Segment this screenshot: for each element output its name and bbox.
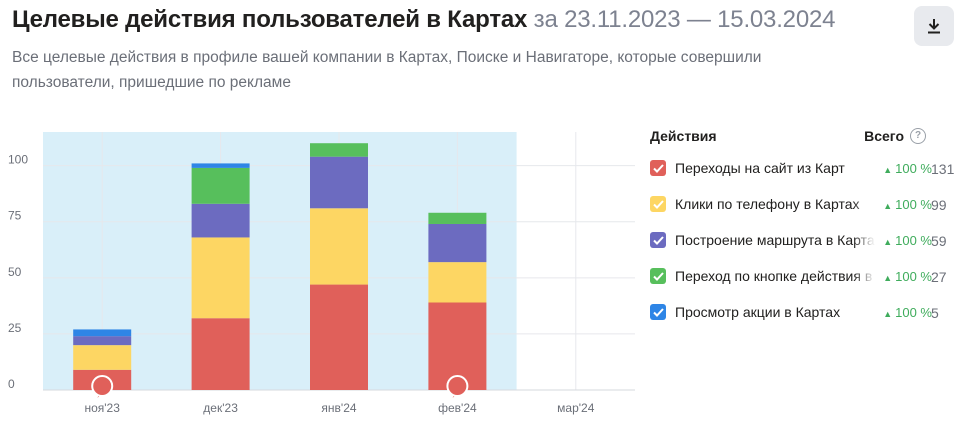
checkbox-checked-icon[interactable] [650, 232, 666, 248]
legend-item[interactable]: Построение маршрута в Картах ▲ 100 % 59 [650, 221, 960, 257]
legend-header: Действия Всего ? [650, 125, 960, 149]
legend-item-label: Построение маршрута в Картах [675, 232, 875, 248]
legend-item-label: Переходы на сайт из Карт [675, 160, 875, 176]
checkbox-checked-icon[interactable] [650, 268, 666, 284]
y-tick-label: 100 [8, 153, 28, 167]
checkbox-checked-icon[interactable] [650, 160, 666, 176]
legend-item-total: 99 [931, 197, 947, 213]
legend-item-total: 27 [931, 269, 947, 285]
bar-segment [191, 163, 250, 168]
triangle-up-icon: ▲ [883, 237, 893, 247]
checkbox-checked-icon[interactable] [650, 304, 666, 320]
legend-item-change: ▲ 100 % [883, 269, 932, 284]
bar-segment [73, 329, 132, 337]
legend-item-total: 59 [931, 233, 947, 249]
bar-segment [310, 156, 368, 209]
triangle-up-icon: ▲ [883, 165, 893, 175]
download-icon [928, 19, 940, 34]
download-button[interactable] [914, 6, 954, 46]
bar-segment [428, 223, 487, 263]
legend-item-change: ▲ 100 % [883, 161, 932, 176]
x-tick-label: фев'24 [438, 401, 477, 415]
x-tick-label: янв'24 [321, 401, 356, 415]
triangle-up-icon: ▲ [883, 309, 893, 319]
bar-segment [73, 345, 132, 370]
bar-segment [191, 237, 250, 319]
legend-item-label: Переход по кнопке действия в Картах [675, 268, 875, 284]
triangle-up-icon: ▲ [883, 201, 893, 211]
y-tick-label: 50 [8, 265, 22, 279]
legend-item-change-value: 100 % [895, 161, 932, 176]
triangle-up-icon: ▲ [883, 273, 893, 283]
bar-segment [73, 336, 132, 346]
legend-item[interactable]: Клики по телефону в Картах ▲ 100 % 99 [650, 185, 960, 221]
x-tick-label: мар'24 [557, 401, 595, 415]
legend-item[interactable]: Переходы на сайт из Карт ▲ 100 % 131 [650, 149, 960, 185]
bar-segment [310, 284, 368, 390]
y-tick-label: 0 [8, 377, 15, 391]
legend-total-header: Всего [864, 128, 904, 144]
question-circle-icon[interactable]: ? [910, 128, 926, 144]
checkbox-checked-icon[interactable] [650, 196, 666, 212]
stacked-bar-chart[interactable]: 0 25 50 75 100 ноя'23 дек'23 янв'24 фев'24 мар'24 [0, 120, 640, 420]
page-title: Целевые действия пользователей в Картах … [12, 6, 835, 34]
legend-item-change-value: 100 % [895, 269, 932, 284]
legend-item-change: ▲ 100 % [883, 197, 932, 212]
legend-item[interactable]: Переход по кнопке действия в Картах ▲100 … [650, 257, 960, 293]
chart-legend: Действия Всего ? Переходы на сайт из Кар… [650, 125, 960, 329]
y-tick-label: 25 [8, 321, 22, 335]
legend-item-change: ▲ 100 % [883, 305, 932, 320]
bar-segment [191, 318, 250, 390]
x-tick-label: ноя'23 [84, 401, 120, 415]
bar-segment [428, 262, 487, 303]
title-period: за 23.11.2023 — 15.03.2024 [533, 6, 836, 33]
event-pin-icon [446, 375, 469, 397]
legend-item-change: ▲ 100 % [883, 233, 932, 248]
legend-item-label: Просмотр акции в Картах [675, 304, 875, 320]
legend-item-change-value: 100 % [895, 197, 932, 212]
legend-item-change-value: 100 % [895, 233, 932, 248]
legend-items: Переходы на сайт из Карт ▲ 100 % 131 Клики п… [650, 149, 960, 329]
y-tick-label: 75 [8, 209, 22, 223]
legend-actions-header: Действия [650, 128, 717, 144]
bar-segment [310, 208, 368, 285]
bar-segment [428, 212, 487, 224]
legend-item-change-value: 100 % [895, 305, 932, 320]
legend-item-label: Клики по телефону в Картах [675, 196, 875, 212]
legend-item-total: 131 [931, 161, 955, 177]
event-pin-icon [91, 375, 114, 397]
page-subtitle: Все целевые действия в профиле вашей ком… [12, 49, 762, 91]
title-text: Целевые действия пользователей в Картах [12, 6, 528, 33]
legend-item[interactable]: Просмотр акции в Картах ▲ 100 % 5 [650, 293, 960, 329]
bar-segment [310, 143, 368, 157]
bar-segment [191, 203, 250, 238]
bar-segment [191, 167, 250, 204]
x-tick-label: дек'23 [203, 401, 238, 415]
legend-item-total: 5 [931, 305, 939, 321]
